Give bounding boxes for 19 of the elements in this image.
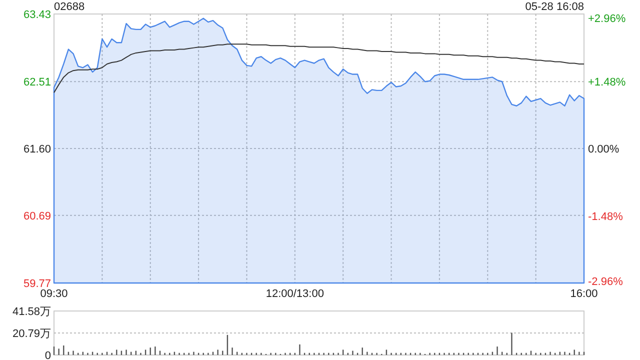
y-tick-label: 60.69 [23, 210, 51, 222]
y-tick-label: 59.77 [23, 278, 51, 290]
text: 05-28 16:08 [525, 1, 584, 13]
y2-tick-label: -2.96% [588, 276, 624, 288]
x-tick-label: 16:00 [570, 288, 598, 300]
line-series [54, 44, 584, 94]
y2-tick-label: +1.48% [588, 76, 626, 88]
y2-tick-label: -1.48% [588, 210, 624, 223]
y-tick-label: 63.43 [23, 9, 51, 21]
y2-tick-label: +2.96% [588, 13, 626, 25]
y-tick-label: 62.51 [23, 76, 51, 89]
y-tick-label: 20.79万 [12, 328, 51, 340]
x-tick-label: 09:30 [40, 288, 68, 300]
y-tick-label: 61.60 [23, 144, 51, 156]
y-tick-label: 0 [44, 350, 51, 360]
y-tick-label: 41.58万 [12, 306, 51, 318]
chart-title: 02688 [54, 1, 85, 13]
y2-tick-label: 0.00% [588, 144, 620, 156]
x-tick-label: 12:00/13:00 [266, 288, 324, 300]
